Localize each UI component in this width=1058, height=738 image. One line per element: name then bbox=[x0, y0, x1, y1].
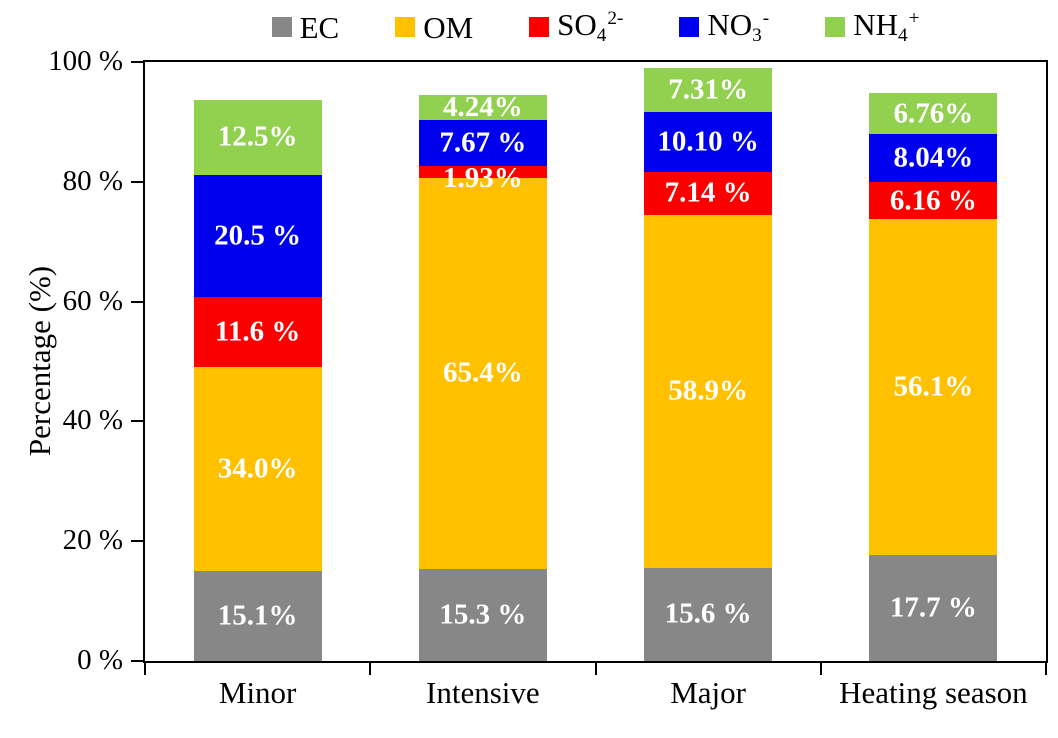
x-axis-label-heating-season: Heating season bbox=[839, 675, 1028, 710]
legend-label: NH4+ bbox=[853, 9, 919, 45]
legend-label: OM bbox=[423, 12, 473, 43]
y-axis-tick bbox=[131, 540, 143, 543]
x-axis-tick bbox=[820, 663, 822, 675]
bar-segment-no3-heating-season: 8.04% bbox=[869, 133, 998, 183]
bar-segment-nh4-minor: 12.5% bbox=[193, 99, 322, 175]
bar-segment-ec-minor: 15.1% bbox=[193, 570, 322, 661]
bar-value-label: 58.9% bbox=[668, 374, 748, 407]
bar-segment-om-major: 58.9% bbox=[644, 214, 773, 568]
bar-segment-no3-intensive: 7.67 % bbox=[418, 120, 547, 167]
y-axis-tick-label: 100 % bbox=[48, 45, 123, 77]
bar-segment-om-minor: 34.0% bbox=[193, 366, 322, 571]
x-axis-label-major: Major bbox=[670, 675, 746, 710]
bar-value-label: 8.04% bbox=[893, 141, 974, 174]
legend-label-superscript: - bbox=[762, 8, 770, 30]
bar-value-label: 20.5 % bbox=[214, 219, 302, 252]
bar-value-label: 1.93% bbox=[443, 162, 523, 195]
bar-segment-nh4-intensive: 4.24% bbox=[418, 90, 547, 123]
bar-segment-so4-major: 7.14 % bbox=[644, 172, 773, 215]
bar-value-label: 10.10 % bbox=[657, 125, 759, 158]
y-axis-tick-label: 40 % bbox=[62, 404, 123, 437]
x-axis-label-intensive: Intensive bbox=[426, 675, 540, 710]
legend-label-superscript: 2- bbox=[607, 8, 624, 30]
legend-label-subscript: 3 bbox=[752, 24, 762, 46]
legend-swatch-so4-2--icon bbox=[529, 16, 550, 37]
legend-item-nh4-: NH4+ bbox=[825, 9, 919, 45]
legend-swatch-no3--icon bbox=[679, 16, 700, 37]
bar-segment-om-intensive: 65.4% bbox=[418, 177, 547, 570]
bar-value-label: 15.1% bbox=[217, 599, 298, 632]
bar-value-label: 12.5% bbox=[217, 120, 298, 153]
bar-value-label: 11.6 % bbox=[214, 315, 301, 348]
bar-segment-ec-intensive: 15.3 % bbox=[418, 569, 547, 661]
legend-label-base: EC bbox=[299, 9, 340, 45]
bar-value-label: 7.14 % bbox=[664, 176, 752, 209]
bar-value-label: 56.1% bbox=[893, 370, 974, 403]
y-axis-tick bbox=[131, 420, 143, 423]
bar-intensive: 15.3 % 65.4% 1.93% 7.67 % 4.24% bbox=[418, 90, 547, 661]
legend-swatch-nh4--icon bbox=[825, 16, 846, 37]
plot-area: 0 % 20 % 40 % 60 % 80 % 100 % 15.1% 34.0% 11.6 %… bbox=[48, 47, 1048, 708]
legend-label-base: NO bbox=[707, 6, 753, 42]
bar-segment-so4-heating-season: 6.16 % bbox=[869, 182, 998, 219]
bar-segment-no3-minor: 20.5 % bbox=[193, 174, 322, 298]
y-axis-tick-label: 80 % bbox=[62, 164, 123, 197]
x-axis-tick bbox=[1045, 663, 1047, 675]
legend-item-om: OM bbox=[395, 12, 473, 43]
legend-label-superscript: + bbox=[908, 8, 920, 30]
legend-label-subscript: 4 bbox=[596, 24, 607, 46]
bar-segment-no3-major: 10.10 % bbox=[644, 111, 773, 172]
x-axis-tick bbox=[369, 663, 371, 675]
y-axis-tick bbox=[131, 660, 143, 662]
legend-swatch-om-icon bbox=[395, 17, 416, 37]
legend-swatch-ec-icon bbox=[271, 17, 292, 37]
legend-item-so4-2-: SO42- bbox=[529, 9, 623, 45]
bar-value-label: 34.0% bbox=[217, 452, 298, 485]
y-axis-title: Percentage (%) bbox=[22, 265, 57, 457]
bar-value-label: 15.6 % bbox=[664, 597, 752, 630]
bar-segment-om-heating-season: 56.1% bbox=[869, 218, 998, 555]
x-axis-label-minor: Minor bbox=[218, 675, 297, 710]
bar-segment-nh4-major: 7.31% bbox=[644, 67, 773, 112]
bar-value-label: 6.76% bbox=[893, 97, 974, 130]
bar-minor: 15.1% 34.0% 11.6 % 20.5 % 12.5% bbox=[193, 99, 322, 661]
bar-value-label: 7.67 % bbox=[439, 126, 527, 159]
legend-item-no3-: NO3- bbox=[679, 9, 769, 45]
y-axis-tick-label: 60 % bbox=[62, 284, 123, 317]
legend-label: EC bbox=[300, 12, 340, 43]
bar-value-label: 65.4% bbox=[443, 356, 523, 389]
y-axis-tick-label: 0 % bbox=[77, 644, 123, 676]
bar-segment-so4-intensive: 1.93% bbox=[418, 164, 547, 193]
legend-label-base: NH bbox=[853, 6, 898, 42]
bar-major: 15.6 % 58.9% 7.14 % 10.10 % 7.31% bbox=[644, 67, 773, 661]
x-axis-tick bbox=[144, 663, 146, 675]
x-axis-tick bbox=[595, 663, 597, 675]
bar-value-label: 6.16 % bbox=[889, 184, 977, 216]
bar-segment-ec-heating-season: 17.7 % bbox=[869, 554, 998, 661]
bar-heating-season: 17.7 % 56.1% 6.16 % 8.04% 6.76% bbox=[869, 93, 998, 661]
bar-value-label: 7.31% bbox=[668, 73, 748, 106]
y-axis-tick bbox=[131, 300, 143, 303]
bar-segment-nh4-heating-season: 6.76% bbox=[869, 93, 998, 134]
legend: EC OM SO42- NO3- NH4+ bbox=[145, 6, 1046, 48]
bar-segment-ec-major: 15.6 % bbox=[644, 567, 773, 661]
legend-label-base: OM bbox=[423, 9, 474, 45]
bar-value-label: 17.7 % bbox=[889, 591, 977, 624]
legend-label: NO3- bbox=[707, 9, 769, 45]
legend-item-ec: EC bbox=[271, 12, 340, 43]
y-axis-tick bbox=[131, 61, 143, 63]
y-axis-tick bbox=[131, 180, 143, 183]
bar-value-label: 4.24% bbox=[443, 90, 523, 123]
legend-label-subscript: 4 bbox=[897, 24, 908, 46]
y-axis-tick-label: 20 % bbox=[62, 524, 123, 557]
legend-label-base: SO bbox=[557, 6, 597, 42]
legend-label: SO42- bbox=[557, 9, 623, 45]
bar-value-label: 15.3 % bbox=[439, 598, 527, 631]
bar-segment-so4-minor: 11.6 % bbox=[193, 297, 322, 367]
